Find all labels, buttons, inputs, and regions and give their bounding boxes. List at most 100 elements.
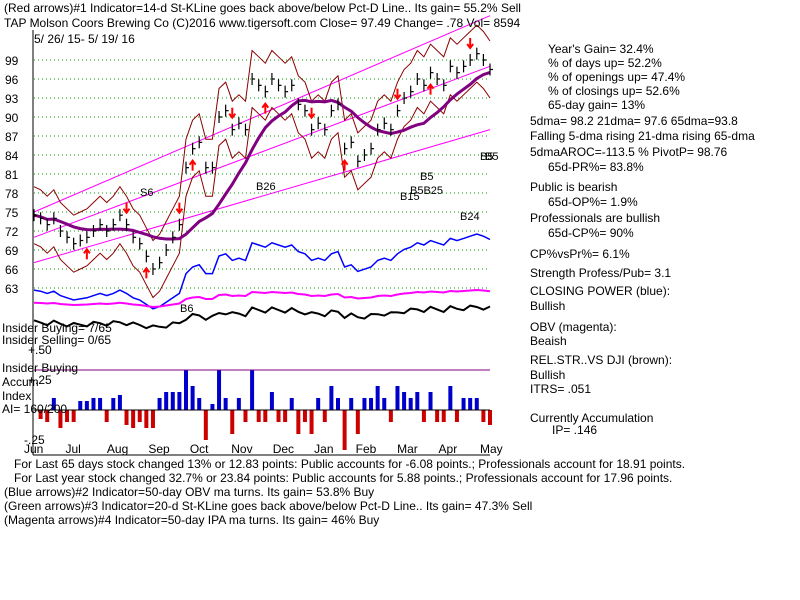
relstr-status: Bullish [530, 368, 566, 382]
x-tick-label: May [480, 442, 503, 456]
accum-bar [283, 410, 288, 422]
x-tick-label: Oct [190, 442, 209, 456]
insider-selling-count: Insider Selling= 0/65 [2, 333, 112, 347]
x-tick-label: Nov [231, 442, 252, 456]
y-tick-label: 99 [5, 54, 19, 68]
accum-bar [223, 398, 228, 410]
accum-bar [58, 410, 63, 428]
pr65: 65d-PR%= 83.8% [548, 160, 644, 174]
insider-buying-label: Insider Buying [2, 361, 79, 375]
signal-arrow-head [393, 94, 402, 101]
annotation-label: B24 [460, 211, 480, 223]
trend-channel-lines [33, 15, 491, 264]
accum-bar [65, 410, 70, 422]
accum-bar [177, 392, 182, 410]
accum-bar [362, 398, 367, 410]
signal-arrows [83, 38, 474, 279]
signal-arrow-head [122, 208, 131, 215]
y-tick-label: 75 [5, 206, 19, 220]
index-label: Index [2, 389, 32, 403]
public-status: Public is bearish [530, 180, 618, 194]
accum-bar [349, 398, 354, 410]
date-x-axis: Jun Jul Aug Sep Oct Nov Dec Jan Feb Mar Apr May [24, 442, 503, 456]
accum-bar [203, 410, 208, 440]
y-tick-label: 72 [5, 225, 19, 239]
x-tick-label: Mar [397, 442, 418, 456]
x-tick-label: Jul [65, 442, 80, 456]
cp65: 65d-CP%= 90% [548, 226, 634, 240]
closing-power-line [33, 233, 491, 310]
accum-bar [488, 410, 492, 425]
ip-value: IP= .146 [552, 423, 598, 437]
accum-bar [71, 410, 76, 422]
ticker-line: TAP Molson Coors Brewing Co (C)2016 www.… [4, 16, 521, 30]
gain-65: 65-day gain= 13% [548, 98, 646, 112]
accum-status: Currently Accumulation [530, 411, 654, 425]
signal-arrow-head [261, 102, 270, 109]
annotation-label: S6 [140, 187, 153, 199]
professionals-status: Professionals are bullish [530, 211, 661, 225]
accum-bar [322, 410, 327, 422]
accum-bar [164, 392, 169, 410]
accum-bar [435, 410, 440, 422]
accum-bar [474, 398, 479, 410]
dma-trend: Falling 5-dma rising 21-dma rising 65-dm… [530, 129, 755, 143]
aroc-pivot: 5dmaAROC=-113.5 % PivotP= 98.76 [530, 145, 728, 159]
y-tick-label: 87 [5, 130, 19, 144]
y-tick-label: 96 [5, 73, 19, 87]
accum-bar [454, 410, 459, 422]
accum-bar [170, 392, 175, 410]
accum-bar [236, 398, 241, 410]
accum-bar [382, 398, 387, 410]
accum-bar [150, 410, 155, 428]
axis-plus25: +.25 [28, 373, 52, 387]
y-tick-label: 66 [5, 263, 19, 277]
accum-bar [91, 398, 96, 410]
indicator2-line: (Blue arrows)#2 Indicator=50-day OBV ma … [4, 485, 375, 499]
indicator3-line: (Green arrows)#3 Indicator=20-d St-KLine… [4, 499, 533, 513]
upper-trendline [33, 15, 491, 213]
insider-buying-count: Insider Buying= 7/65 [2, 321, 112, 335]
accum-bar [197, 398, 202, 410]
obv-label: OBV (magenta): [530, 320, 617, 334]
accum-bar [388, 410, 393, 422]
x-tick-label: Jun [24, 442, 43, 456]
signal-arrow-head [466, 43, 474, 50]
signal-arrow-head [307, 113, 316, 120]
band-lines [33, 24, 491, 299]
accum-bar [342, 410, 347, 450]
accum-bar [84, 401, 89, 410]
accum-bar [217, 370, 222, 410]
closing-power-status: Bullish [530, 299, 566, 313]
mid-trendline [33, 65, 491, 238]
accum-bar [124, 410, 129, 425]
closing-power-label: CLOSING POWER (blue): [530, 284, 671, 298]
days-up: % of days up= 52.2% [548, 56, 662, 70]
years-gain: Year's Gain= 32.4% [548, 42, 654, 56]
rel-strength-path [33, 304, 491, 330]
y-tick-label: 63 [5, 282, 19, 296]
annotation-label: B26 [256, 181, 276, 193]
accum-bar [250, 370, 255, 410]
accum-bar [289, 398, 294, 410]
accum-bar [184, 370, 188, 410]
accum-bar [137, 410, 142, 422]
signal-arrow-head [142, 266, 151, 273]
accum-bar [210, 404, 215, 410]
accum-bar [263, 410, 268, 422]
date-range: 5/ 26/ 15- 5/ 19/ 16 [34, 32, 135, 46]
accum-bar [111, 398, 116, 410]
accum-bar [441, 410, 446, 422]
accum-bar [428, 392, 433, 410]
dma-values: 5dma= 98.2 21dma= 97.6 65dma=93.8 [530, 114, 738, 128]
summary-year: For Last year stock changed 32.7% or 23.… [14, 471, 673, 485]
accum-bar [408, 398, 413, 410]
summary-65day: For Last 65 days stock changed 13% or 12… [14, 457, 686, 471]
y-tick-label: 78 [5, 187, 19, 201]
accum-bar [190, 386, 195, 410]
signal-arrow-head [83, 247, 91, 254]
price-y-axis: 99 96 93 90 87 84 81 78 75 72 69 66 63 [5, 54, 19, 296]
accum-bar [448, 386, 453, 410]
